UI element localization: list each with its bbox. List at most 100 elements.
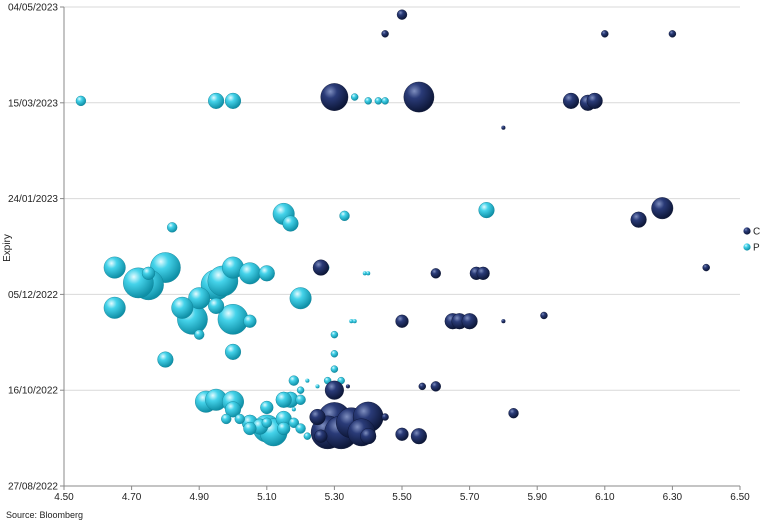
- data-point-p: [171, 296, 194, 319]
- data-point-p: [350, 93, 359, 101]
- x-tick-label: 5.50: [392, 492, 412, 503]
- data-point-p: [243, 314, 257, 328]
- data-point-c: [403, 81, 435, 113]
- source-note: Source: Bloomberg: [6, 510, 84, 520]
- data-point-c: [396, 9, 408, 20]
- data-point-c: [345, 384, 350, 389]
- data-point-p: [258, 265, 275, 282]
- data-point-p: [238, 262, 261, 285]
- data-point-c: [418, 382, 426, 391]
- data-point-c: [501, 319, 506, 324]
- data-point-p: [103, 256, 126, 279]
- data-point-c: [476, 266, 490, 280]
- x-tick-label: 6.10: [595, 492, 615, 503]
- data-point-p: [221, 413, 232, 425]
- x-tick-label: 6.50: [730, 492, 750, 503]
- data-point-p: [224, 343, 242, 360]
- data-point-p: [315, 384, 320, 389]
- y-axis-label: Expiry: [2, 234, 13, 262]
- legend-marker-c: [743, 227, 751, 235]
- data-point-p: [305, 378, 310, 383]
- x-tick-label: 5.30: [325, 492, 345, 503]
- data-point-c: [324, 380, 344, 400]
- data-point-p: [295, 423, 306, 434]
- data-point-p: [381, 97, 389, 105]
- data-point-c: [312, 259, 329, 276]
- data-point-p: [366, 271, 371, 276]
- data-point-p: [330, 350, 339, 358]
- data-point-c: [320, 83, 349, 111]
- data-point-p: [295, 394, 306, 405]
- data-point-p: [362, 271, 367, 276]
- data-point-c: [309, 408, 326, 426]
- x-tick-label: 6.30: [663, 492, 683, 503]
- data-point-p: [478, 202, 495, 219]
- data-point-p: [352, 319, 357, 324]
- x-tick-label: 4.50: [54, 492, 74, 503]
- data-points: [75, 9, 710, 450]
- data-point-p: [234, 413, 245, 425]
- data-point-p: [339, 210, 350, 221]
- y-tick-labels: 27/08/2022 16/10/2022 05/12/2022 24/01/2023…: [8, 3, 64, 493]
- data-point-p: [75, 95, 87, 107]
- data-point-c: [562, 92, 580, 109]
- data-point-p: [157, 351, 174, 368]
- data-point-p: [208, 297, 225, 314]
- data-point-p: [364, 97, 372, 105]
- x-tick-label: 5.90: [527, 492, 547, 503]
- y-tick-label: 05/12/2022: [8, 290, 58, 301]
- data-point-p: [167, 222, 178, 233]
- gridlines: [64, 6, 740, 487]
- y-tick-label: 24/01/2023: [8, 194, 58, 205]
- data-point-p: [330, 330, 339, 339]
- data-point-c: [314, 429, 328, 443]
- data-point-p: [275, 391, 292, 408]
- data-point-p: [224, 401, 242, 418]
- data-point-c: [586, 92, 603, 109]
- data-point-p: [282, 215, 299, 232]
- y-tick-label: 16/10/2022: [8, 386, 58, 397]
- data-point-c: [430, 268, 441, 279]
- data-point-c: [668, 30, 677, 38]
- data-point-p: [296, 386, 305, 394]
- data-point-c: [501, 125, 506, 130]
- data-point-c: [410, 428, 427, 445]
- data-point-p: [188, 287, 211, 310]
- legend: CP: [743, 227, 760, 254]
- data-point-p: [374, 97, 383, 105]
- data-point-p: [277, 421, 291, 436]
- x-tick-label: 5.10: [257, 492, 277, 503]
- data-point-p: [208, 92, 225, 109]
- data-point-p: [243, 421, 257, 436]
- x-tick-label: 4.70: [122, 492, 142, 503]
- data-point-p: [141, 266, 156, 280]
- data-point-p: [261, 417, 272, 428]
- data-point-c: [461, 313, 478, 330]
- data-point-c: [508, 408, 519, 419]
- data-point-p: [289, 287, 312, 310]
- data-point-p: [194, 329, 205, 340]
- legend-label-c: C: [753, 227, 760, 238]
- data-point-c: [360, 428, 377, 445]
- data-point-p: [103, 296, 126, 319]
- data-point-c: [381, 413, 389, 421]
- data-point-p: [303, 432, 312, 440]
- data-point-c: [395, 427, 409, 441]
- data-point-p: [330, 365, 339, 373]
- data-point-c: [540, 311, 548, 320]
- data-point-p: [288, 417, 299, 428]
- data-point-c: [430, 381, 441, 392]
- y-tick-label: 15/03/2023: [8, 98, 58, 109]
- legend-marker-p: [743, 243, 751, 251]
- y-tick-label: 04/05/2023: [8, 3, 58, 14]
- x-tick-labels: 4.50 4.70 4.90 5.10 5.30 5.50 5.70 5.90 6.10 6.30…: [54, 486, 750, 503]
- data-point-c: [702, 263, 710, 272]
- x-tick-label: 5.70: [460, 492, 480, 503]
- x-tick-label: 4.90: [189, 492, 209, 503]
- legend-label-p: P: [753, 243, 760, 254]
- data-point-p: [260, 400, 274, 415]
- y-tick-label: 27/08/2022: [8, 482, 58, 493]
- data-point-c: [601, 30, 609, 38]
- data-point-c: [395, 314, 409, 328]
